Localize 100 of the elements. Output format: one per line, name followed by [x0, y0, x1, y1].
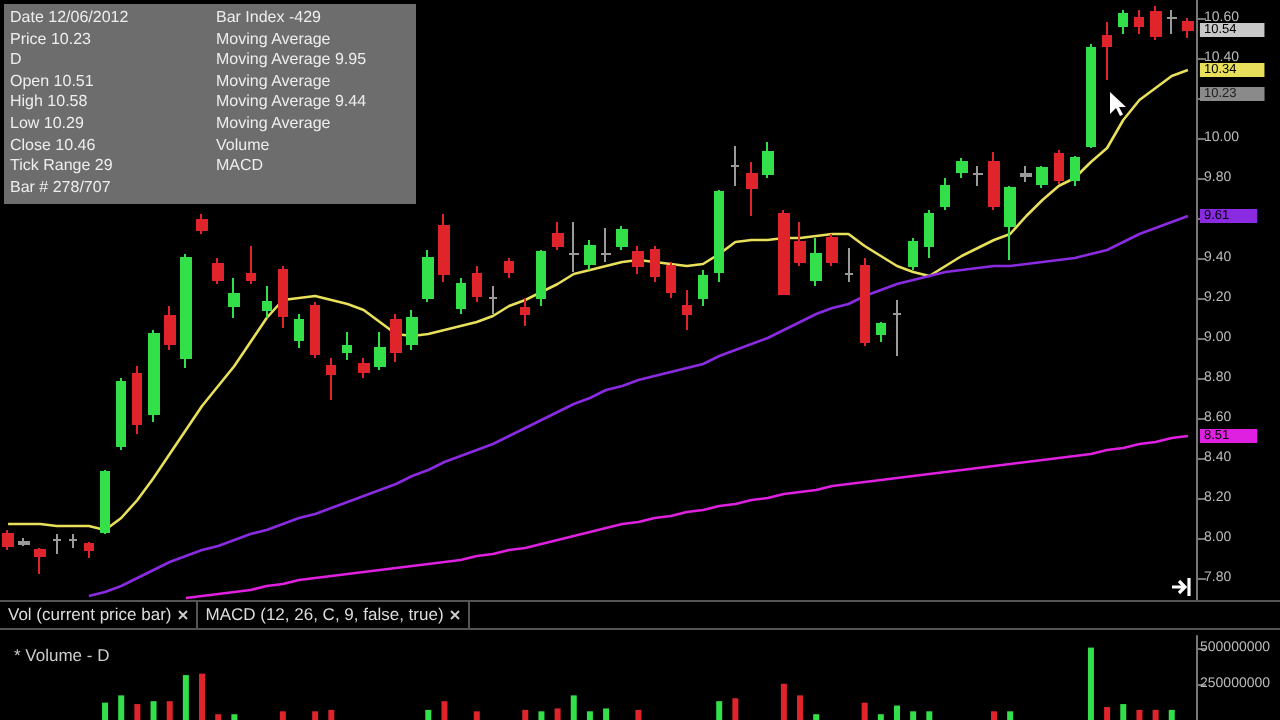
bar	[150, 701, 157, 720]
bar	[861, 702, 868, 720]
bar	[1120, 704, 1127, 720]
candlestick	[84, 541, 94, 559]
candlestick	[520, 297, 530, 327]
annotation: Moving Average	[216, 29, 333, 51]
candlestick	[826, 233, 838, 267]
text: MACD (12, 26, C, 9, false, true)	[205, 602, 444, 628]
candlestick	[616, 225, 628, 251]
annotation: MACD	[216, 156, 266, 178]
candlestick	[1054, 149, 1064, 185]
annotation: Volume	[216, 135, 272, 157]
bar	[118, 695, 125, 720]
candlestick	[1086, 43, 1096, 149]
bar	[797, 695, 804, 720]
annotation: Moving Average 9.95	[216, 50, 369, 72]
annotation: D	[10, 50, 24, 72]
bar	[910, 711, 917, 720]
bar	[473, 711, 480, 720]
candlestick	[844, 247, 854, 283]
candlestick	[956, 157, 968, 179]
annotation: High 10.58	[10, 92, 90, 114]
candlestick	[438, 213, 450, 283]
candlestick	[472, 265, 482, 303]
candlestick	[326, 357, 336, 401]
candlestick	[1118, 9, 1128, 35]
candlestick	[794, 221, 806, 267]
candlestick	[262, 285, 272, 319]
bar	[1007, 711, 1014, 720]
candlestick	[584, 239, 596, 271]
annotation: Open 10.51	[10, 71, 96, 93]
bar	[182, 675, 189, 720]
candlestick	[2, 529, 14, 551]
annotation: Low 10.29	[10, 113, 86, 136]
candlestick	[34, 547, 46, 575]
candlestick	[632, 245, 644, 275]
bar	[231, 714, 238, 720]
bar	[813, 714, 820, 720]
candlestick	[406, 309, 418, 351]
candlestick	[1134, 9, 1144, 35]
text: * Volume - D	[14, 645, 110, 665]
candlestick	[940, 177, 950, 211]
bar	[716, 701, 723, 720]
bar	[441, 701, 448, 720]
candlestick	[456, 277, 466, 315]
candlestick	[876, 321, 886, 343]
candlestick	[682, 289, 692, 331]
candlestick	[180, 253, 192, 369]
candlestick	[196, 213, 208, 235]
bar	[1104, 706, 1111, 720]
candlestick	[778, 209, 790, 295]
bar	[425, 709, 432, 720]
candlestick	[810, 237, 822, 287]
line-series	[6, 68, 1190, 532]
candlestick	[18, 537, 30, 547]
bar	[603, 708, 610, 720]
bar	[926, 711, 933, 720]
candlestick	[164, 305, 176, 351]
annotation: Bar Index -429	[216, 8, 323, 30]
candlestick	[860, 257, 870, 347]
candlestick	[1102, 21, 1112, 81]
bar	[554, 708, 561, 720]
candlestick	[908, 237, 918, 271]
bar	[215, 714, 222, 720]
bar	[522, 709, 529, 720]
candlestick	[132, 365, 142, 435]
bar	[1168, 709, 1175, 720]
candlestick	[116, 377, 126, 451]
bar	[1087, 647, 1094, 720]
bar	[570, 695, 577, 720]
bar	[990, 711, 997, 720]
candlestick	[666, 261, 676, 299]
bar	[199, 673, 206, 720]
candlestick	[746, 161, 758, 217]
annotation: Price 10.23	[10, 29, 93, 51]
candlestick	[310, 301, 320, 359]
candlestick	[228, 277, 240, 319]
candlestick	[1020, 165, 1032, 183]
candlestick	[1166, 9, 1178, 35]
candlestick	[1004, 185, 1016, 261]
candlestick	[68, 533, 78, 549]
candlestick	[358, 357, 370, 379]
candlestick	[600, 227, 612, 263]
candlestick	[374, 331, 386, 371]
line-series	[87, 214, 1190, 598]
candlestick	[1036, 165, 1048, 189]
bar	[635, 709, 642, 720]
bar	[1136, 709, 1143, 720]
bar	[134, 704, 141, 720]
candlestick	[1182, 17, 1194, 39]
annotation: Close 10.46	[10, 135, 98, 157]
candlestick	[924, 209, 934, 259]
candlestick	[212, 257, 224, 285]
bar	[732, 698, 739, 720]
candlestick	[100, 469, 110, 535]
candlestick	[1070, 155, 1080, 187]
bar	[894, 705, 900, 720]
bar	[102, 702, 109, 720]
text: Vol (current price bar)	[8, 602, 172, 628]
candlestick	[294, 313, 304, 349]
